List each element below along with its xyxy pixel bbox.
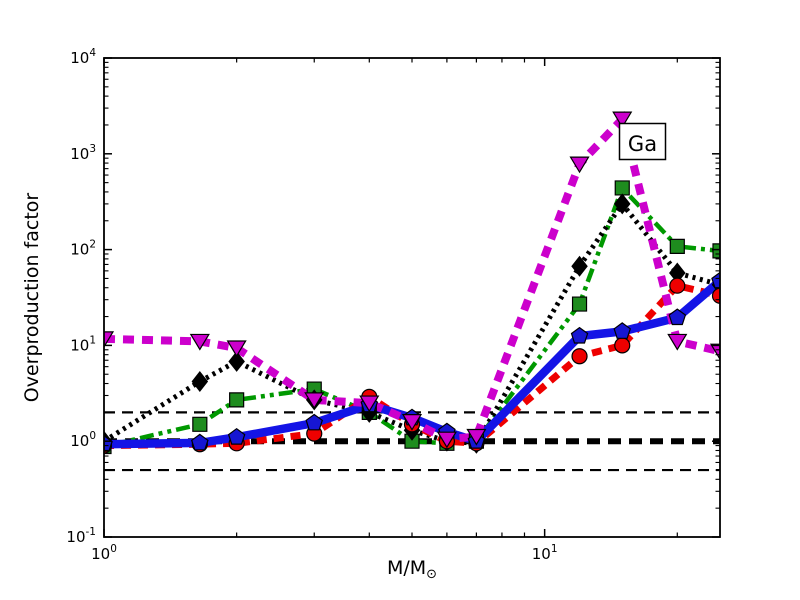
triangle-down-marker [569,156,590,174]
triangle-down-marker [436,431,457,449]
y-tick-label: 104 [70,47,96,67]
diamond-marker [571,255,588,277]
series-line-green-dashdotdot-squares [104,183,720,449]
series-line-magenta-dashed-triangles [104,111,720,444]
triangle-down-marker [359,395,380,413]
pentagon-marker [668,308,687,326]
series-line-black-dotted-diamonds [104,199,720,446]
x-tick-label: 100 [91,543,117,563]
triangle-down-marker [104,331,115,349]
x-axis-label: M/M⊙ [387,557,437,582]
square-marker [669,238,685,254]
square-marker [614,180,630,196]
solar-mass-subscript: ⊙ [426,567,437,582]
circle-marker [571,348,588,365]
triangle-down-marker [709,343,720,361]
y-tick-label: 100 [70,430,96,450]
triangle-down-marker [612,111,633,129]
pentagon-marker [711,271,720,289]
triangle-down-marker [667,333,688,351]
diamond-marker [191,371,209,392]
ga-annotation-text: Ga [628,132,657,156]
triangle-down-marker [401,414,423,431]
circle-marker [669,277,686,294]
y-tick-label: 103 [70,143,96,163]
square-marker [571,296,588,312]
y-tick-label: 102 [70,239,96,259]
markers-magenta-dashed-triangles [104,111,720,449]
diamond-marker [228,350,245,372]
triangle-down-marker [226,340,247,358]
y-tick-label: 10-1 [66,526,96,546]
triangle-down-marker [466,428,487,446]
diamond-marker [613,193,631,215]
pentagon-marker [613,322,632,339]
x-tick-label: 101 [532,543,558,563]
triangle-down-marker [189,333,210,351]
y-tick-label: 101 [70,334,96,354]
ga-annotation-box [618,122,667,161]
pentagon-marker [227,427,246,445]
pentagon-marker [570,326,589,344]
pentagon-marker [190,433,209,451]
ga-annotation: Ga [618,122,667,161]
square-marker [229,392,245,408]
triangle-down-marker [304,392,325,410]
pentagon-marker [305,413,324,431]
series-lines [104,111,720,450]
series-markers [104,111,720,455]
square-marker [192,416,208,432]
data-series [104,111,720,455]
circle-marker [614,337,631,354]
y-axis-label: Overproduction factor [21,193,43,403]
